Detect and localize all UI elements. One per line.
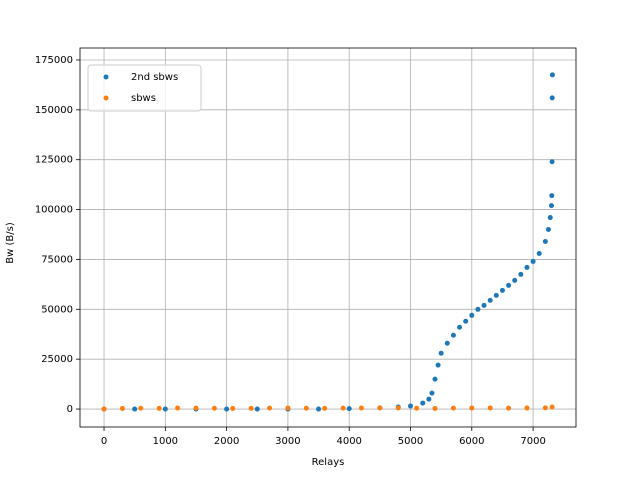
point [414, 405, 420, 411]
point [322, 405, 328, 411]
point [211, 405, 217, 411]
point [420, 400, 426, 406]
point [432, 376, 438, 382]
point [457, 324, 463, 330]
point [438, 350, 444, 356]
point [487, 297, 493, 303]
point [101, 406, 107, 412]
point [512, 277, 518, 283]
legend-label: sbws [131, 93, 156, 104]
point [469, 312, 475, 318]
point [119, 405, 125, 411]
y-tick-label: 100000 [35, 205, 73, 216]
x-tick-label: 4000 [336, 436, 361, 447]
point [450, 405, 456, 411]
point [340, 405, 346, 411]
point [469, 405, 475, 411]
point [548, 203, 554, 209]
y-tick-label: 0 [67, 404, 73, 415]
point [542, 405, 548, 411]
point [193, 405, 199, 411]
y-tick-label: 175000 [35, 55, 73, 66]
point [475, 306, 481, 312]
x-tick-label: 6000 [459, 436, 484, 447]
legend-label: 2nd sbws [131, 72, 178, 83]
point [542, 238, 548, 244]
point [499, 287, 505, 293]
x-tick-label: 1000 [153, 436, 178, 447]
y-tick-label: 75000 [41, 254, 73, 265]
x-tick-label: 0 [101, 436, 107, 447]
x-tick-label: 3000 [275, 436, 300, 447]
x-axis-label: Relays [312, 457, 345, 468]
point [248, 405, 254, 411]
point [254, 406, 260, 412]
point [132, 406, 138, 412]
point [358, 405, 364, 411]
point [138, 405, 144, 411]
legend-marker [103, 95, 109, 101]
point [463, 318, 469, 324]
y-tick-label: 125000 [35, 155, 73, 166]
point [162, 406, 168, 412]
legend-box [87, 64, 202, 112]
plot-frame [79, 47, 577, 428]
point [408, 403, 414, 409]
point [346, 406, 352, 412]
point [316, 406, 322, 412]
point [230, 405, 236, 411]
point [224, 406, 230, 412]
point [285, 405, 291, 411]
point [549, 159, 555, 165]
point [493, 292, 499, 298]
point [547, 215, 553, 221]
point [545, 227, 551, 233]
point [524, 405, 530, 411]
point [303, 405, 309, 411]
point [530, 258, 536, 264]
point [506, 405, 512, 411]
point [524, 264, 530, 270]
legend-marker [103, 74, 109, 80]
x-tick-label: 5000 [398, 436, 423, 447]
point [549, 95, 555, 101]
point [395, 405, 401, 411]
point [549, 72, 555, 78]
point [175, 405, 181, 411]
point [156, 405, 162, 411]
y-tick-label: 150000 [35, 105, 73, 116]
point [426, 396, 432, 402]
point [487, 405, 493, 411]
point [435, 362, 441, 368]
point [518, 271, 524, 277]
point [432, 405, 438, 411]
point [549, 404, 555, 410]
y-tick-label: 50000 [41, 304, 73, 315]
point [444, 340, 450, 346]
x-tick-label: 2000 [214, 436, 239, 447]
point [536, 250, 542, 256]
point [549, 193, 555, 199]
point [450, 332, 456, 338]
point [506, 282, 512, 288]
x-tick-label: 7000 [520, 436, 545, 447]
point [377, 405, 383, 411]
y-tick-label: 25000 [41, 354, 73, 365]
y-axis-label: Bw (B/s) [5, 222, 16, 264]
point [481, 302, 487, 308]
point [429, 390, 435, 396]
point [267, 405, 273, 411]
